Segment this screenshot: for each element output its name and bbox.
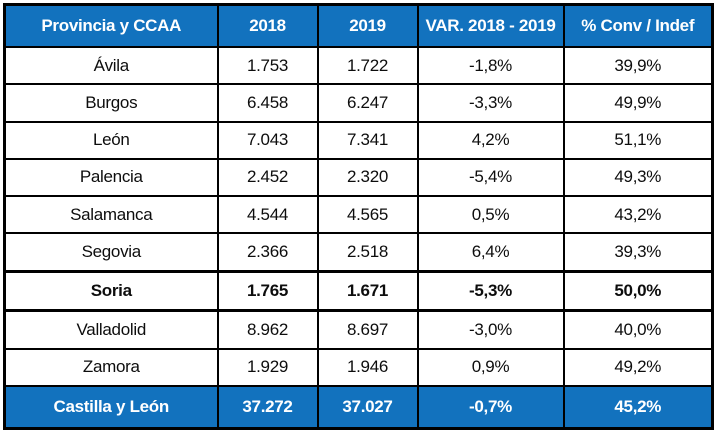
value-2019-cell: 2.518 bbox=[316, 232, 419, 273]
total-2018-cell: 37.272 bbox=[216, 385, 319, 430]
column-header-var: VAR. 2018 - 2019 bbox=[416, 3, 565, 48]
province-cell: León bbox=[3, 120, 219, 160]
conv-indef-cell: 49,3% bbox=[562, 157, 714, 198]
value-2018-cell: 4.544 bbox=[216, 195, 319, 235]
value-2018-cell: 6.458 bbox=[216, 83, 319, 123]
table-row-avila: Ávila 1.753 1.722 -1,8% 39,9% bbox=[3, 45, 714, 86]
table-row-valladolid: Valladolid 8.962 8.697 -3,0% 40,0% bbox=[3, 309, 714, 350]
value-2018-cell: 1.765 bbox=[216, 270, 319, 313]
variation-cell: -1,8% bbox=[416, 45, 565, 86]
value-2018-cell: 7.043 bbox=[216, 120, 319, 160]
value-2019-cell: 1.722 bbox=[316, 45, 419, 86]
conv-indef-cell: 39,9% bbox=[562, 45, 714, 86]
variation-cell: 4,2% bbox=[416, 120, 565, 160]
variation-cell: 0,5% bbox=[416, 195, 565, 235]
column-header-2019: 2019 bbox=[316, 3, 419, 48]
total-variation-cell: -0,7% bbox=[416, 385, 565, 430]
value-2019-cell: 7.341 bbox=[316, 120, 419, 160]
province-cell: Salamanca bbox=[3, 195, 219, 235]
province-cell: Palencia bbox=[3, 157, 219, 198]
variation-cell: -5,3% bbox=[416, 270, 565, 313]
value-2018-cell: 1.753 bbox=[216, 45, 319, 86]
value-2019-cell: 1.946 bbox=[316, 347, 419, 388]
conv-indef-cell: 40,0% bbox=[562, 309, 714, 350]
conv-indef-cell: 50,0% bbox=[562, 270, 714, 313]
table-row-soria-highlighted: Soria 1.765 1.671 -5,3% 50,0% bbox=[3, 270, 714, 313]
total-2019-cell: 37.027 bbox=[316, 385, 419, 430]
conv-indef-cell: 51,1% bbox=[562, 120, 714, 160]
province-cell: Valladolid bbox=[3, 309, 219, 350]
variation-cell: -5,4% bbox=[416, 157, 565, 198]
province-cell: Soria bbox=[3, 270, 219, 313]
column-header-2018: 2018 bbox=[216, 3, 319, 48]
province-cell: Burgos bbox=[3, 83, 219, 123]
table-body: Ávila 1.753 1.722 -1,8% 39,9% Burgos 6.4… bbox=[3, 45, 714, 388]
table-row-burgos: Burgos 6.458 6.247 -3,3% 49,9% bbox=[3, 83, 714, 123]
variation-cell: -3,3% bbox=[416, 83, 565, 123]
total-row-castilla-y-leon: Castilla y León 37.272 37.027 -0,7% 45,2… bbox=[3, 385, 714, 430]
conv-indef-cell: 39,3% bbox=[562, 232, 714, 273]
value-2019-cell: 8.697 bbox=[316, 309, 419, 350]
total-label-cell: Castilla y León bbox=[3, 385, 219, 430]
value-2018-cell: 2.452 bbox=[216, 157, 319, 198]
value-2019-cell: 1.671 bbox=[316, 270, 419, 313]
column-header-conv-indef: % Conv / Indef bbox=[562, 3, 714, 48]
conv-indef-cell: 49,2% bbox=[562, 347, 714, 388]
province-cell: Segovia bbox=[3, 232, 219, 273]
table-row-palencia: Palencia 2.452 2.320 -5,4% 49,3% bbox=[3, 157, 714, 198]
header-row: Provincia y CCAA 2018 2019 VAR. 2018 - 2… bbox=[3, 3, 714, 48]
table-footer: Castilla y León 37.272 37.027 -0,7% 45,2… bbox=[3, 385, 714, 430]
provinces-table: Provincia y CCAA 2018 2019 VAR. 2018 - 2… bbox=[3, 3, 714, 430]
table-row-segovia: Segovia 2.366 2.518 6,4% 39,3% bbox=[3, 232, 714, 273]
value-2018-cell: 2.366 bbox=[216, 232, 319, 273]
table-row-zamora: Zamora 1.929 1.946 0,9% 49,2% bbox=[3, 347, 714, 388]
variation-cell: 0,9% bbox=[416, 347, 565, 388]
value-2019-cell: 2.320 bbox=[316, 157, 419, 198]
value-2018-cell: 1.929 bbox=[216, 347, 319, 388]
variation-cell: 6,4% bbox=[416, 232, 565, 273]
province-cell: Zamora bbox=[3, 347, 219, 388]
conv-indef-cell: 49,9% bbox=[562, 83, 714, 123]
table-row-salamanca: Salamanca 4.544 4.565 0,5% 43,2% bbox=[3, 195, 714, 235]
table-header: Provincia y CCAA 2018 2019 VAR. 2018 - 2… bbox=[3, 3, 714, 48]
value-2019-cell: 4.565 bbox=[316, 195, 419, 235]
value-2019-cell: 6.247 bbox=[316, 83, 419, 123]
conv-indef-cell: 43,2% bbox=[562, 195, 714, 235]
province-cell: Ávila bbox=[3, 45, 219, 86]
value-2018-cell: 8.962 bbox=[216, 309, 319, 350]
table-row-leon: León 7.043 7.341 4,2% 51,1% bbox=[3, 120, 714, 160]
total-conv-indef-cell: 45,2% bbox=[562, 385, 714, 430]
column-header-provincia: Provincia y CCAA bbox=[3, 3, 219, 48]
variation-cell: -3,0% bbox=[416, 309, 565, 350]
